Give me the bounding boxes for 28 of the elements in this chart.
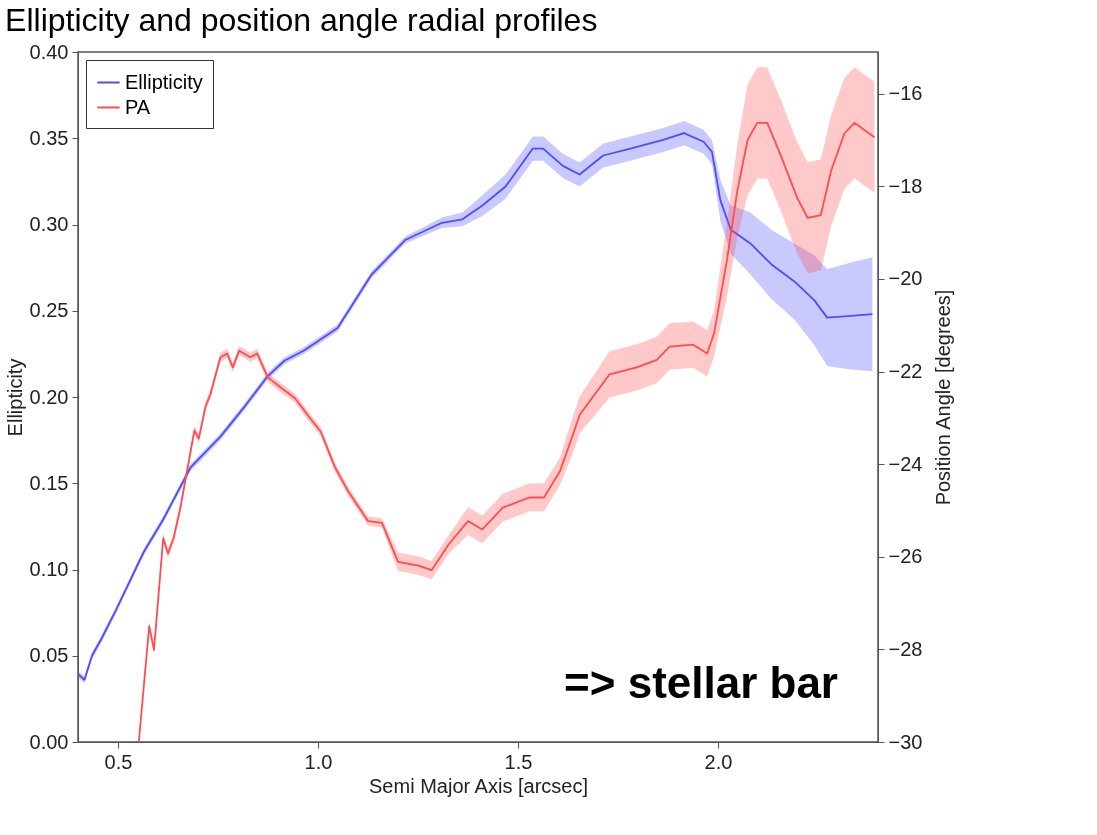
y-tick-label: 0.10 <box>29 558 69 580</box>
y-tick-label: 0.15 <box>29 471 69 494</box>
y2-tick-label: −28 <box>888 637 923 660</box>
y-tick-label: 0.20 <box>29 385 69 408</box>
y2-tick-label: −24 <box>888 452 923 475</box>
x-tick-label: 1.5 <box>504 750 533 773</box>
chart-title: Ellipticity and position angle radial profiles <box>5 2 598 38</box>
y2-tick-label: −26 <box>888 545 923 568</box>
x-tick-label: 2.0 <box>704 750 733 773</box>
y-tick-label: 0.30 <box>29 213 69 235</box>
y-tick-label: 0.40 <box>29 40 69 63</box>
y-tick-label: 0.05 <box>29 644 69 667</box>
x-tick-label: 0.5 <box>104 750 133 773</box>
y-axis-title: Ellipticity <box>3 358 26 437</box>
y2-tick-label: −20 <box>888 267 923 290</box>
y2-tick-label: −18 <box>888 174 923 197</box>
x-tick-label: 1.0 <box>304 750 333 773</box>
y-tick-label: 0.25 <box>29 299 69 322</box>
y-tick-label: 0.35 <box>29 126 69 149</box>
y-tick-label: 0.00 <box>29 730 69 753</box>
y2-axis-title: Position Angle [degrees] <box>932 289 955 506</box>
x-axis-title: Semi Major Axis [arcsec] <box>369 774 588 797</box>
y2-tick-label: −30 <box>888 730 923 753</box>
legend-label: PA <box>125 95 151 118</box>
annotation: => stellar bar <box>564 658 838 707</box>
y2-tick-label: −16 <box>888 82 923 105</box>
y2-tick-label: −22 <box>888 360 923 383</box>
legend-label: Ellipticity <box>125 70 203 93</box>
